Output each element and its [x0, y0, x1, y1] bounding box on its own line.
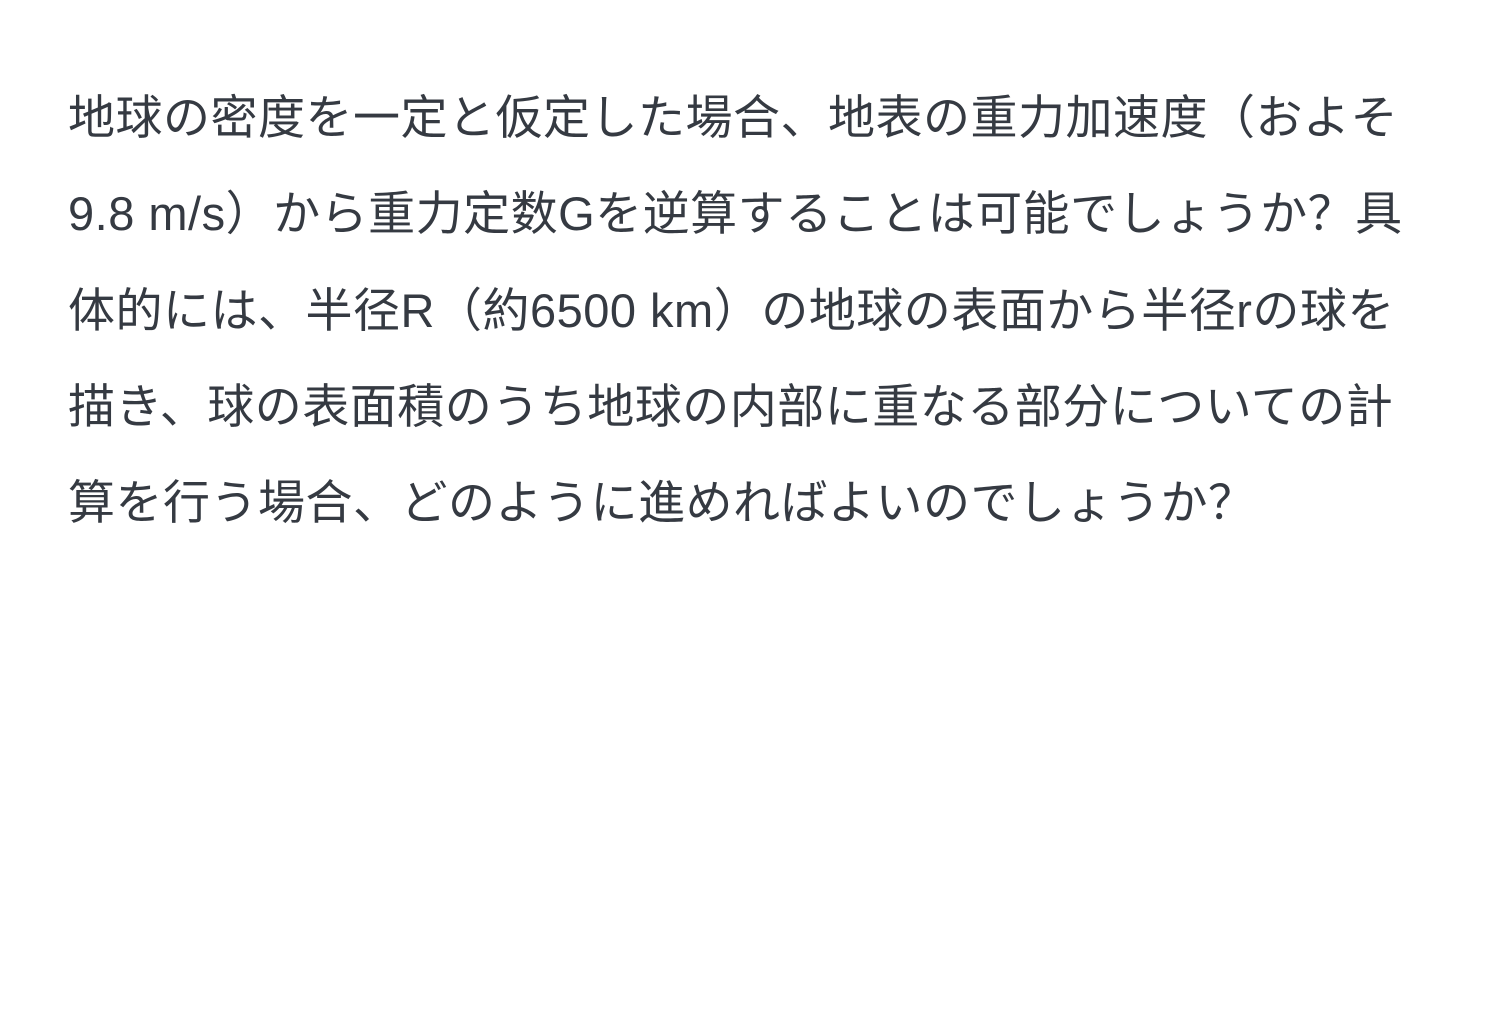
question-paragraph: 地球の密度を一定と仮定した場合、地表の重力加速度（およそ9.8 m/s）から重力…: [68, 70, 1432, 552]
